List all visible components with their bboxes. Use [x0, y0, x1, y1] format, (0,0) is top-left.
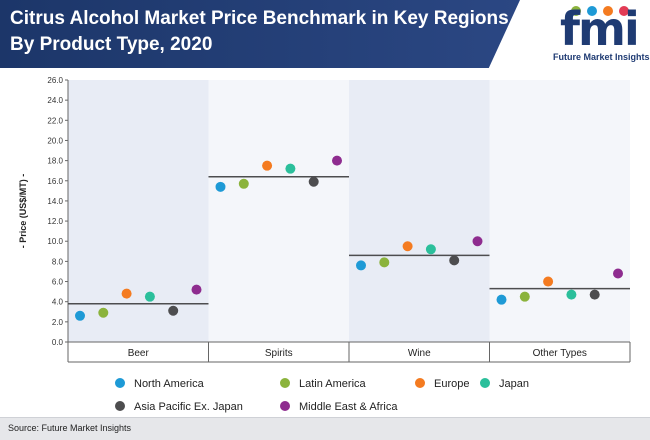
data-point	[543, 276, 554, 287]
logo-dot-blue-icon	[587, 6, 597, 16]
logo-icons	[571, 6, 629, 16]
y-tick-label: 2.0	[52, 318, 64, 327]
data-point	[425, 244, 436, 255]
category-bands	[68, 80, 630, 342]
legend-marker	[480, 378, 490, 388]
legend-marker	[115, 401, 125, 411]
data-point	[566, 289, 577, 300]
category-band	[208, 80, 349, 342]
data-point	[402, 241, 413, 252]
data-point	[144, 291, 155, 302]
data-points	[75, 155, 623, 321]
y-tick-label: 12.0	[47, 217, 63, 226]
legend-entry: Asia Pacific Ex. Japan	[134, 401, 243, 413]
data-point	[332, 155, 342, 166]
category-band	[489, 80, 630, 342]
category-band	[68, 80, 209, 342]
y-tick-label: 14.0	[47, 197, 63, 206]
data-point	[356, 260, 366, 271]
legend-marker	[115, 378, 125, 388]
y-tick-label: 22.0	[47, 116, 63, 125]
logo-dot-red-icon	[619, 6, 629, 16]
page-title: Citrus Alcohol Market Price Benchmark in…	[10, 8, 509, 55]
footer: Source: Future Market Insights	[0, 417, 650, 440]
data-point	[589, 289, 600, 300]
y-tick-label: 26.0	[47, 76, 63, 85]
legend-entry: Latin America	[299, 378, 367, 390]
y-tick-label: 6.0	[52, 278, 64, 287]
legend-entry: North America	[134, 378, 205, 390]
legend-entry: Japan	[499, 378, 529, 390]
source-note: Source: Future Market Insights	[8, 423, 132, 433]
data-point	[613, 268, 623, 279]
y-tick-label: 0.0	[52, 338, 64, 347]
y-tick-label: 20.0	[47, 136, 63, 145]
logo-dot-orange-icon	[603, 6, 613, 16]
data-point	[285, 163, 296, 174]
legend-marker	[415, 378, 425, 388]
data-point	[262, 160, 273, 171]
y-tick-label: 4.0	[52, 298, 64, 307]
data-point	[496, 294, 507, 305]
category-band	[349, 80, 490, 342]
legend: North America Latin America Europe Japan Asi…	[115, 378, 529, 413]
data-point	[215, 181, 226, 192]
category-label: Spirits	[265, 348, 293, 359]
legend-marker	[280, 401, 290, 411]
category-labels: Beer Spirits Wine Other Types	[128, 348, 587, 359]
data-point	[168, 305, 179, 316]
data-point	[379, 257, 390, 268]
category-label: Wine	[408, 348, 431, 359]
data-point	[98, 307, 109, 318]
legend-entry: Europe	[434, 378, 469, 390]
logo-tagline: Future Market Insights	[553, 52, 650, 62]
y-tick-label: 18.0	[47, 157, 63, 166]
category-label: Other Types	[533, 348, 587, 359]
y-tick-label: 16.0	[47, 177, 63, 186]
legend-entry: Middle East & Africa	[299, 401, 398, 413]
y-axis-label: - Price (US$/MT) -	[18, 174, 28, 249]
category-label: Beer	[128, 348, 150, 359]
data-point	[449, 255, 460, 266]
data-point	[519, 291, 530, 302]
y-tick-label: 10.0	[47, 237, 63, 246]
data-point	[121, 288, 132, 299]
data-point	[191, 284, 202, 295]
data-point	[308, 176, 319, 187]
logo: fmi	[560, 2, 640, 56]
price-benchmark-chart: 0.0 2.0 4.0 6.0 8.0 10.0 12.0 14.0 16.0 18.0 20.0 2…	[18, 76, 631, 413]
y-tick-label: 24.0	[47, 96, 63, 105]
y-tick-label: 8.0	[52, 257, 64, 266]
data-point	[238, 178, 249, 189]
benchmark-lines	[68, 175, 630, 305]
legend-marker	[280, 378, 290, 388]
logo-dot-green-icon	[571, 6, 581, 16]
y-axis: 0.0 2.0 4.0 6.0 8.0 10.0 12.0 14.0 16.0 18.0 20.0 2…	[47, 76, 631, 363]
data-point	[75, 310, 85, 321]
data-point	[472, 236, 483, 247]
header-band	[0, 0, 520, 68]
